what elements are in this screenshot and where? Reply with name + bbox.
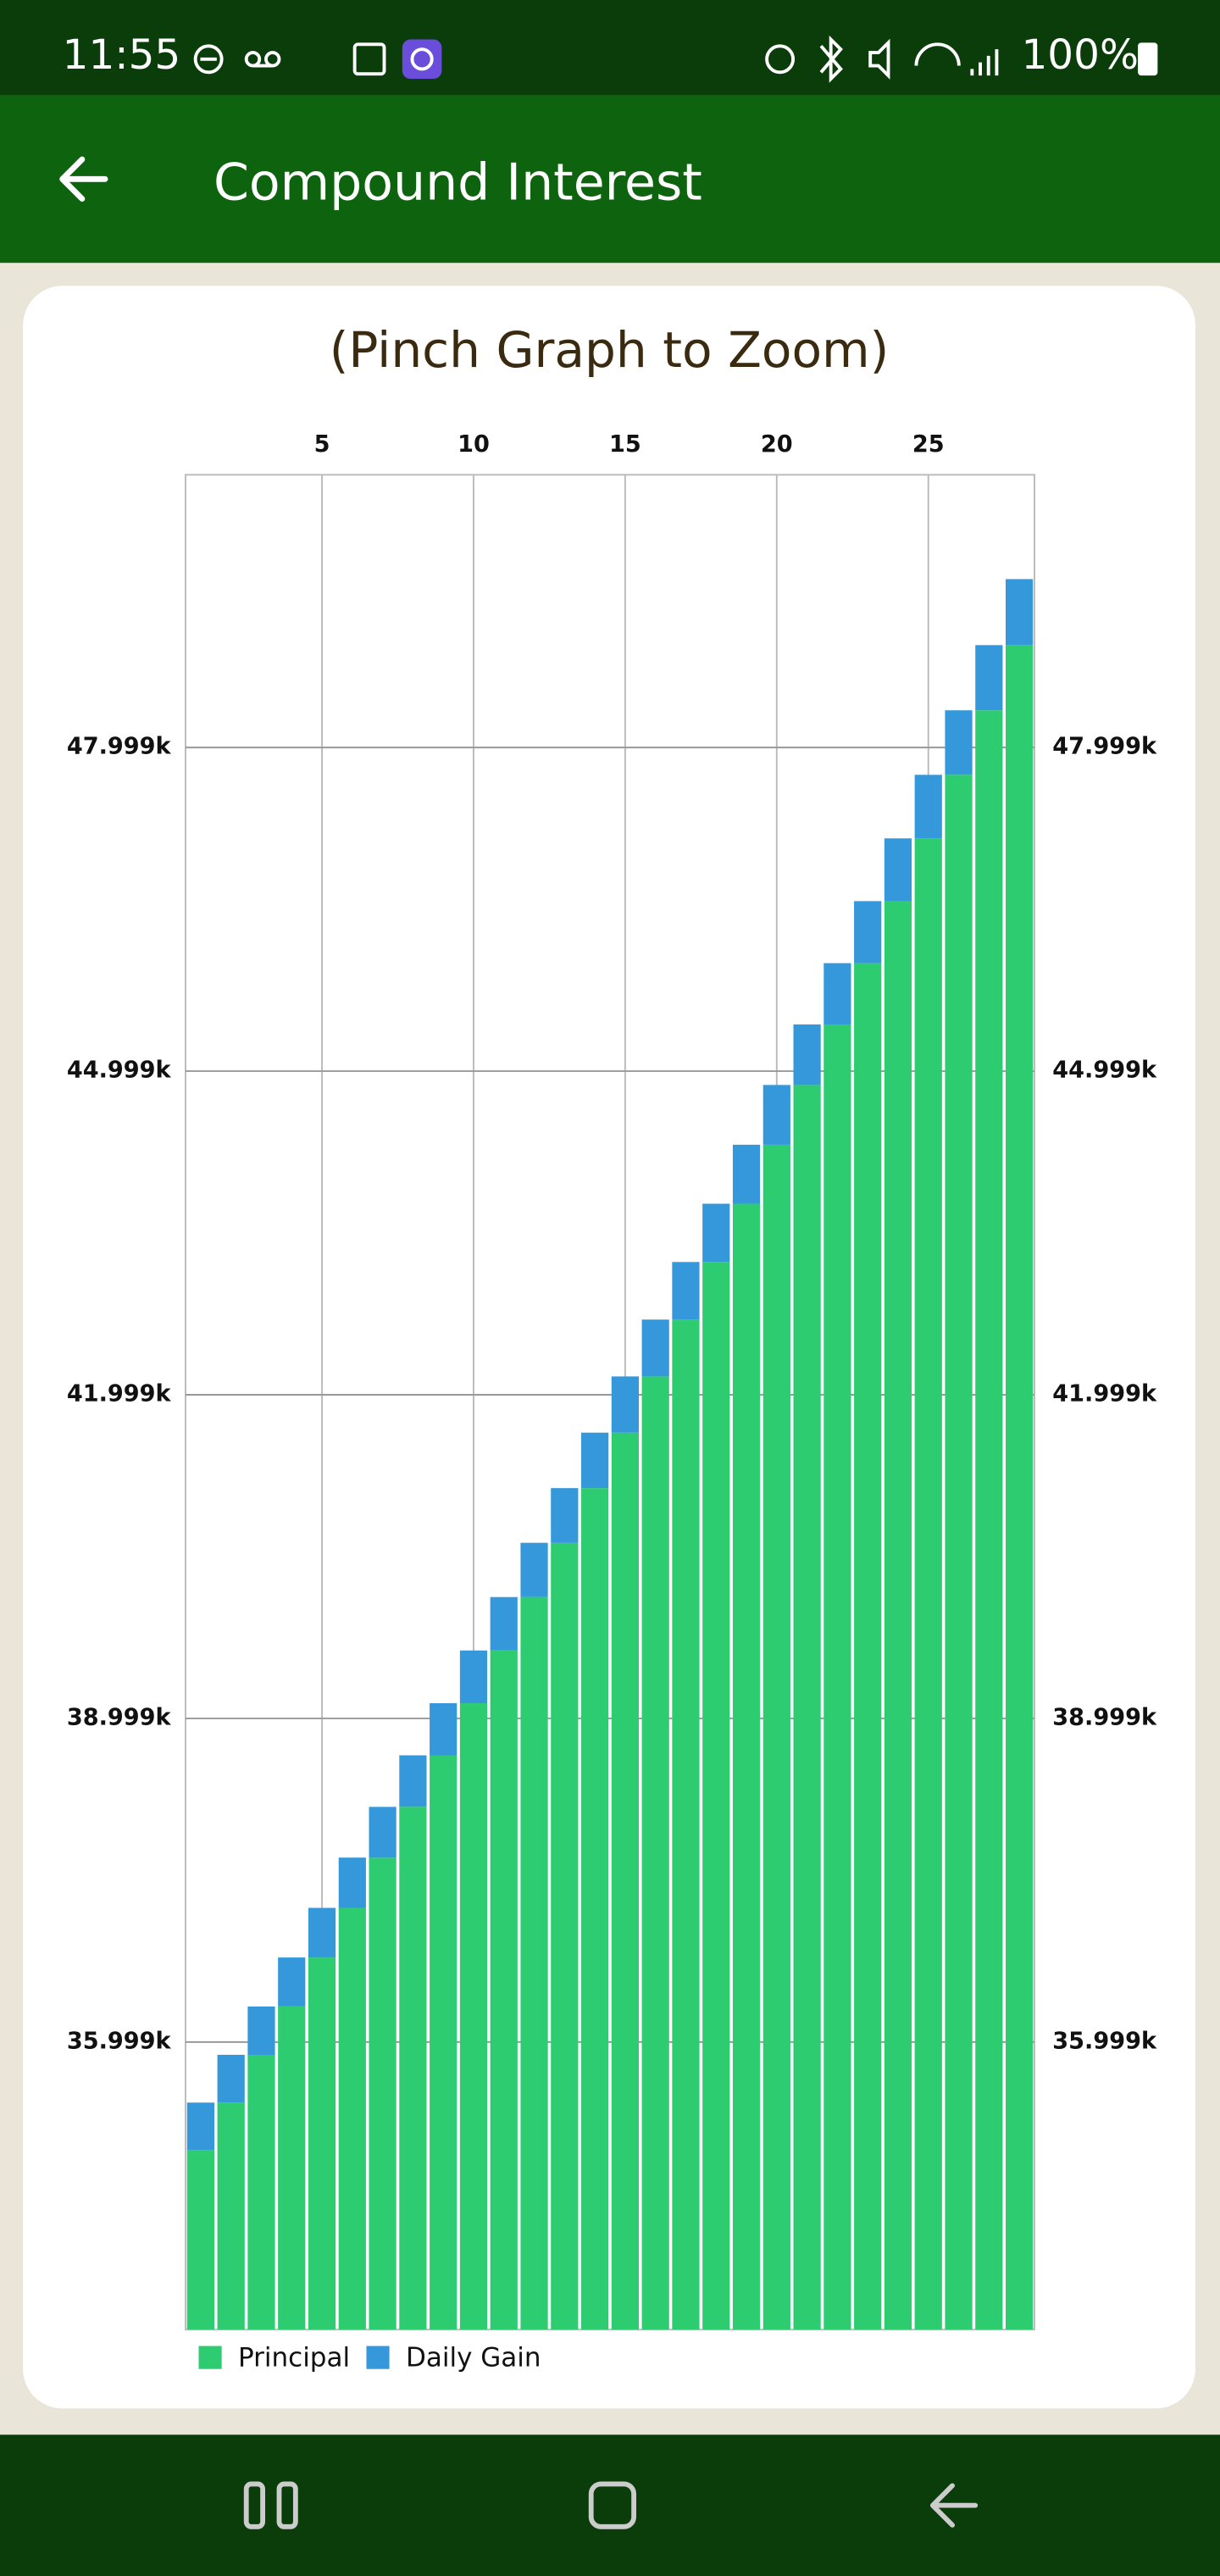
bar-segment (854, 963, 882, 2330)
bar-segment (490, 1596, 518, 1651)
bar-segment (611, 1432, 639, 2330)
bar-segment (914, 838, 942, 2330)
bar-segment (793, 1085, 821, 2330)
bar-segment (732, 1144, 761, 1204)
bar-segment (369, 1807, 396, 1858)
bar-segment (217, 2102, 245, 2330)
bar-segment (884, 901, 912, 2330)
bar-segment (672, 1262, 700, 1320)
bar-segment (945, 774, 973, 2330)
bar-segment (430, 1755, 458, 2330)
bar-segment (975, 645, 1003, 711)
bar-segment (824, 1024, 851, 2330)
bar-segment (824, 963, 851, 1024)
bar-segment (430, 1703, 458, 1756)
bar-segment (1005, 645, 1034, 2330)
bar-segment (611, 1376, 639, 1433)
y2-tick-label: 41.999k (1052, 1381, 1157, 1407)
x-tick-label: 10 (458, 431, 490, 458)
y2-tick-label: 44.999k (1052, 1058, 1157, 1084)
bar-segment (762, 1144, 790, 2330)
battery-icon (1138, 42, 1158, 76)
chart: 5 10 15 20 25 35.999k 35.999k 38.999k 38.999k 41.… (67, 431, 1157, 2373)
legend-swatch (366, 2346, 390, 2369)
status-time: 11:55 (63, 31, 181, 79)
bar-segment (762, 1085, 790, 1145)
y-tick-label: 38.999k (67, 1704, 172, 1730)
home-button[interactable] (588, 2481, 637, 2529)
y2-tick-label: 47.999k (1052, 734, 1157, 760)
bar-segment (186, 2102, 215, 2151)
recents-button[interactable] (243, 2481, 266, 2529)
bar-segment (369, 1857, 396, 2330)
app-bar (0, 95, 1220, 264)
bar-segment (702, 1203, 730, 1263)
x-tick-label: 25 (912, 431, 945, 458)
bar-segment (975, 710, 1003, 2330)
bar-segment (945, 710, 973, 775)
bar-segment (581, 1432, 609, 1489)
nav-bar (0, 2434, 1220, 2576)
bar-segment (459, 1703, 488, 2330)
legend-swatch (198, 2346, 222, 2369)
bar-segment (186, 2150, 215, 2330)
bar-segment (520, 1542, 548, 1597)
y2-tick-label: 35.999k (1052, 2028, 1157, 2054)
bar-segment (247, 2055, 275, 2330)
bar-segment (854, 901, 882, 963)
status-battery: 100% (1021, 31, 1139, 79)
chart-title: (Pinch Graph to Zoom) (330, 321, 890, 379)
app-title: Compound Interest (214, 153, 702, 213)
bar-segment (217, 2054, 245, 2103)
legend-label: Principal (238, 2343, 350, 2373)
bar-segment (672, 1319, 700, 2330)
bar-segment (551, 1542, 579, 2330)
nav-icons (243, 2481, 979, 2529)
y2-tick-label: 38.999k (1052, 1704, 1157, 1730)
bar-segment (459, 1650, 488, 1704)
bar-segment (399, 1807, 427, 2330)
bar-segment (793, 1024, 821, 1085)
bar-segment (702, 1262, 730, 2330)
status-icons (193, 35, 999, 83)
bar-segment (551, 1488, 579, 1543)
bar-segment (641, 1319, 669, 1377)
back-button[interactable] (59, 156, 108, 202)
bar-segment (278, 1957, 306, 2007)
bar-segment (247, 2006, 275, 2056)
bar-segment (520, 1596, 548, 2330)
x-tick-label: 5 (314, 431, 330, 458)
bar-segment (1005, 579, 1034, 646)
y-tick-label: 44.999k (67, 1058, 172, 1084)
bar-segment (490, 1650, 518, 2330)
y-tick-label: 47.999k (67, 734, 172, 760)
plot-area (185, 474, 1035, 2331)
x-tick-label: 20 (761, 431, 793, 458)
bar-segment (308, 1957, 336, 2330)
bar-segment (884, 838, 912, 902)
bar-segment (278, 2006, 306, 2330)
bar-segment (338, 1857, 366, 1908)
x-tick-label: 15 (609, 431, 641, 458)
y-tick-label: 41.999k (67, 1381, 172, 1407)
bar-segment (914, 774, 942, 839)
bar-segment (732, 1203, 761, 2330)
legend-label: Daily Gain (406, 2343, 541, 2373)
bar-segment (338, 1907, 366, 2330)
nav-back-button[interactable] (929, 2483, 979, 2528)
bar-segment (308, 1907, 336, 1958)
y-tick-label: 35.999k (67, 2028, 172, 2054)
bar-segment (641, 1376, 669, 2330)
bar-segment (581, 1488, 609, 2330)
bar-segment (399, 1755, 427, 1807)
